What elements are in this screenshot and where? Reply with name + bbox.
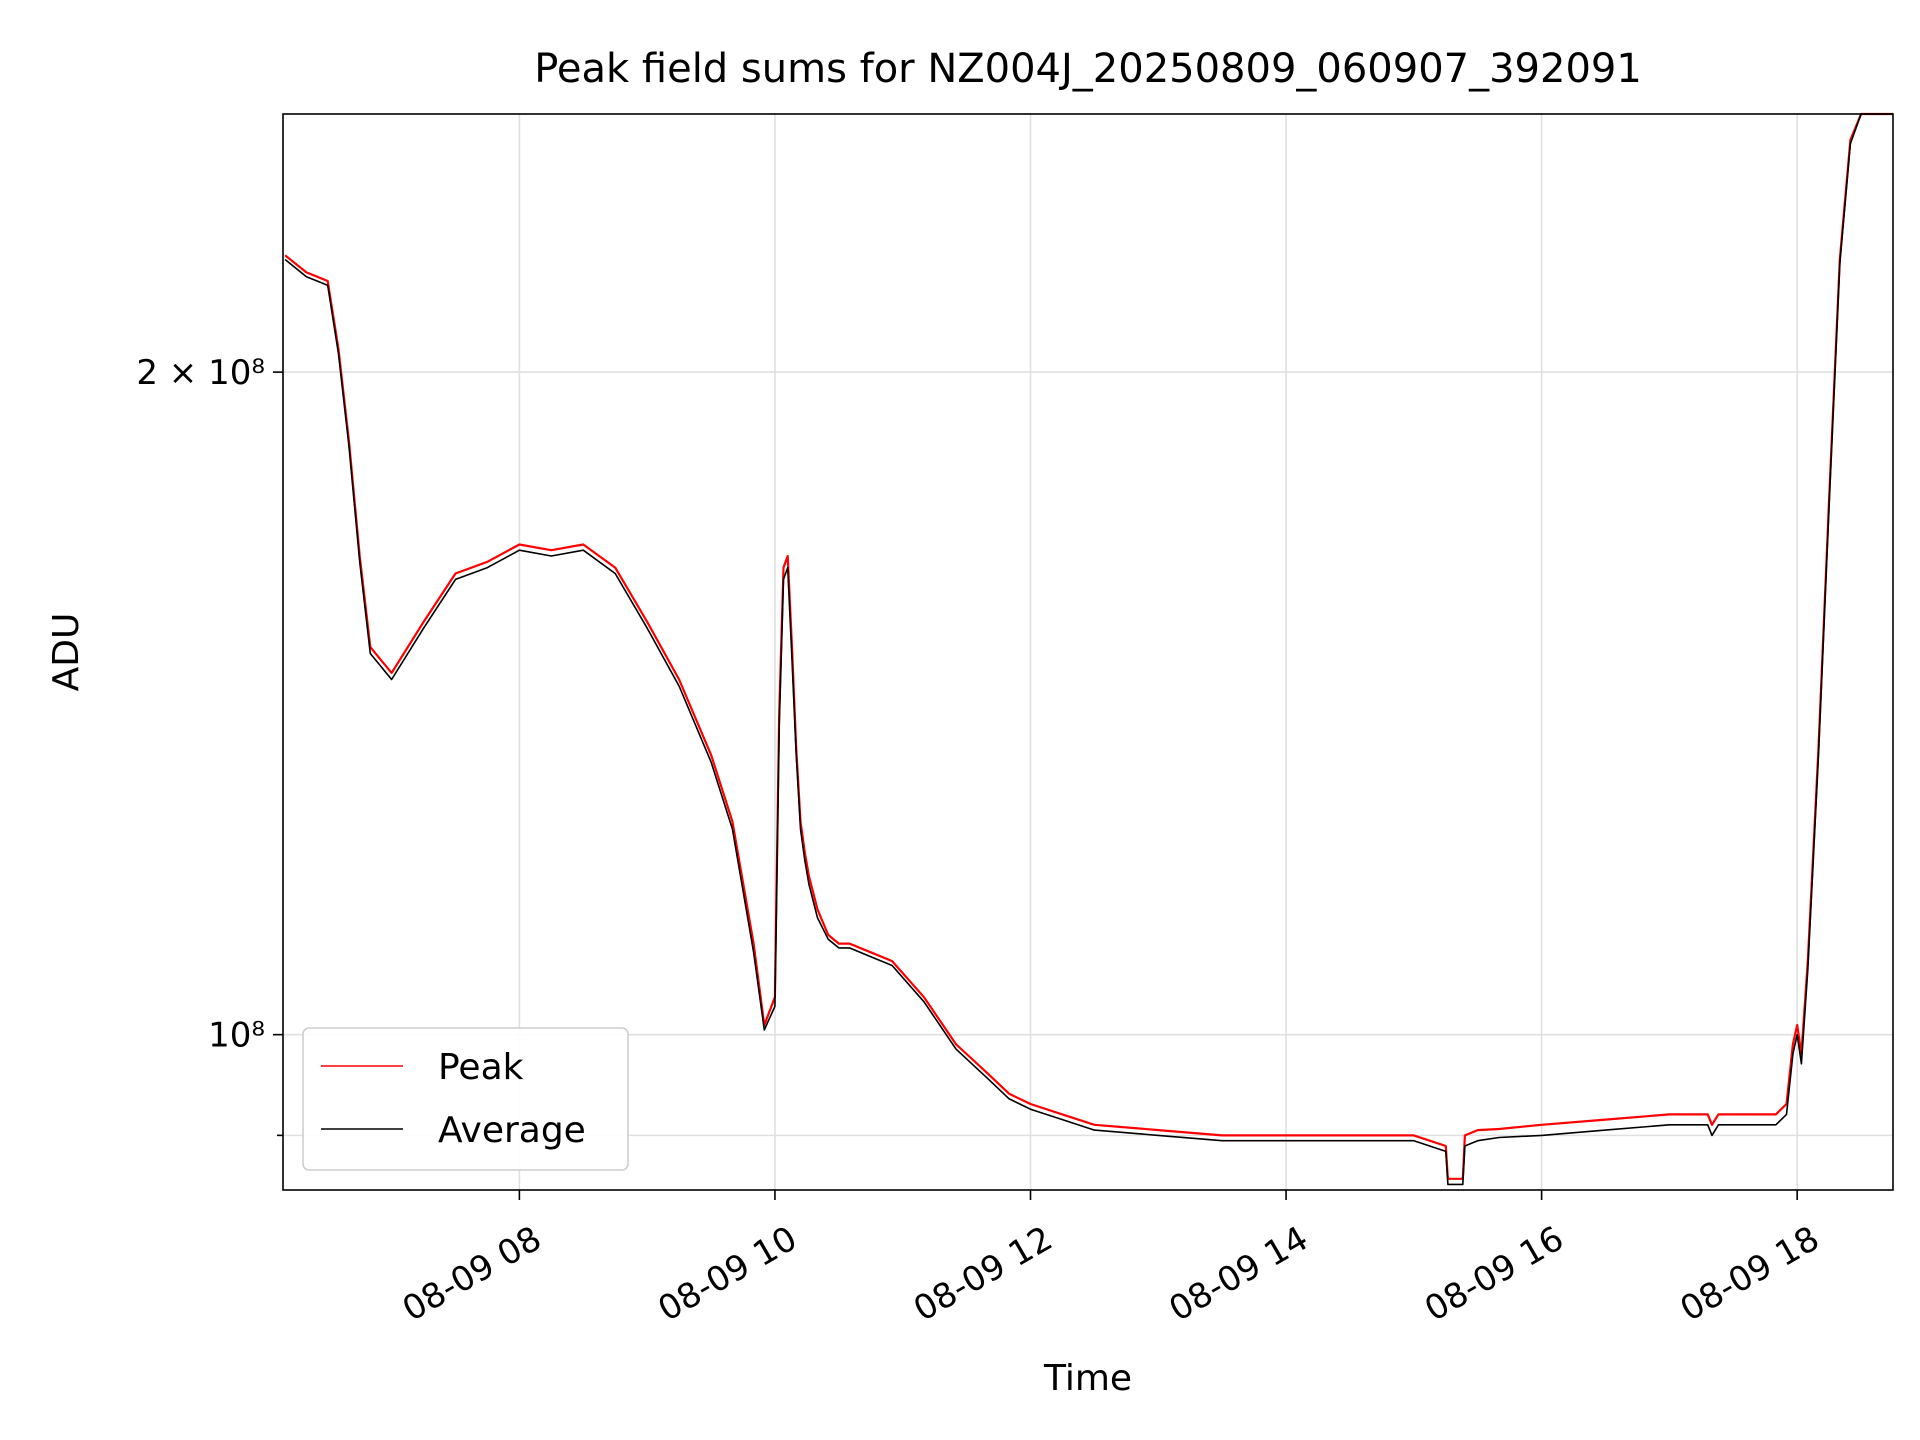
y-axis: 2 × 10⁸ 10⁸ [136, 353, 283, 1137]
y-tick-label: 10⁸ [208, 1016, 265, 1056]
legend-label-peak: Peak [438, 1047, 524, 1088]
legend-label-average: Average [438, 1110, 586, 1151]
y-axis-label: ADU [46, 613, 87, 692]
y-tick-label: 2 × 10⁸ [136, 353, 265, 393]
plot-frame [282, 113, 1894, 1191]
grid [283, 114, 1893, 1190]
series-line-average [284, 113, 1893, 1186]
chart-title: Peak field sums for NZ004J_20250809_0609… [534, 46, 1642, 92]
legend: Peak Average [302, 1027, 629, 1171]
series-layer [284, 112, 1893, 1186]
x-axis-label: Time [1043, 1358, 1132, 1399]
series-line-peak [284, 112, 1893, 1180]
legend-box [302, 1027, 629, 1171]
